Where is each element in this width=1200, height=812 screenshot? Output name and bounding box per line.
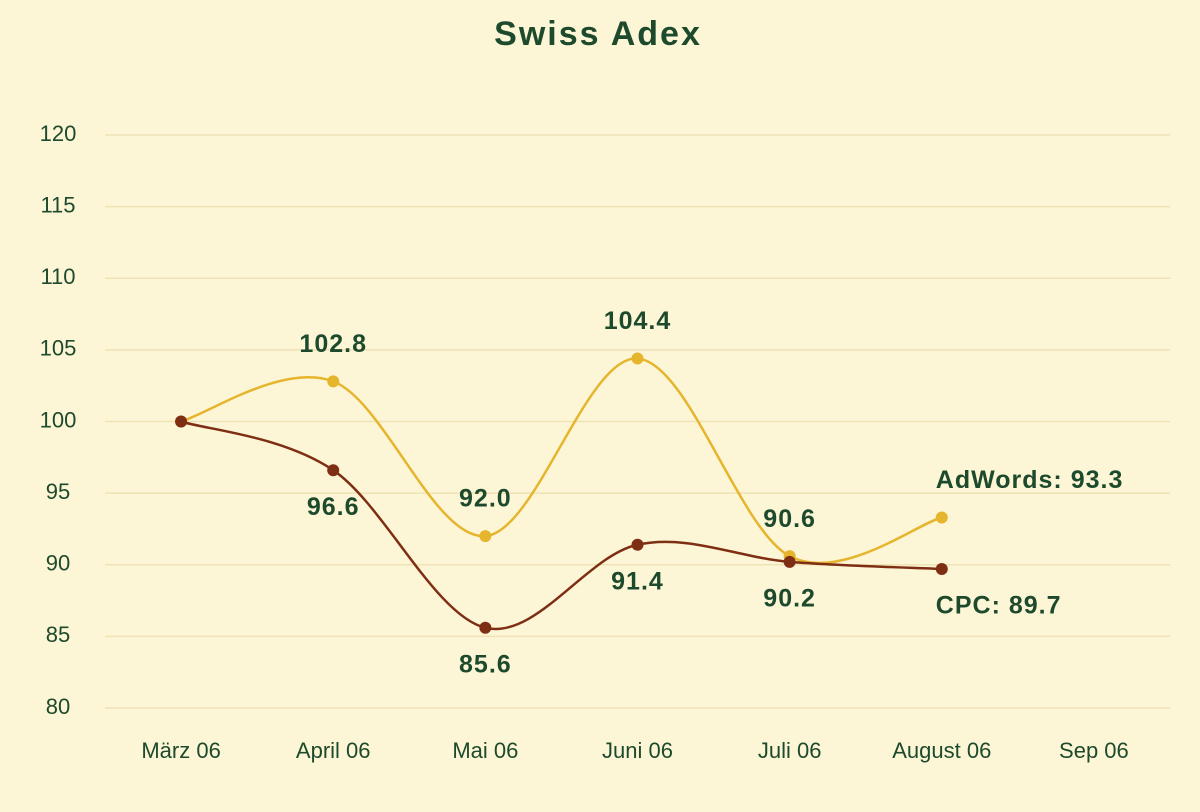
x-tick-label: Juli 06	[758, 738, 822, 763]
data-label: 90.6	[763, 505, 816, 533]
x-tick-label: April 06	[296, 738, 371, 763]
x-tick-label: Mai 06	[452, 738, 518, 763]
data-point	[631, 538, 644, 551]
data-label: 102.8	[299, 330, 367, 358]
data-label: 85.6	[459, 650, 512, 678]
data-label: 90.2	[763, 584, 816, 612]
series-line	[180, 420, 942, 631]
y-tick-label: 115	[40, 192, 75, 217]
y-tick-label: 100	[40, 407, 77, 432]
x-tick-label: August 06	[892, 738, 991, 763]
data-label: 104.4	[604, 307, 672, 335]
data-point	[631, 352, 644, 365]
y-tick-label: 95	[46, 479, 70, 504]
x-tick-label: Sep 06	[1059, 738, 1129, 763]
data-point	[175, 415, 188, 428]
data-point	[479, 621, 492, 634]
y-tick-label: 85	[46, 622, 70, 647]
data-label: 91.4	[611, 567, 664, 595]
data-point	[327, 375, 340, 388]
data-point	[935, 511, 948, 524]
data-point	[479, 530, 492, 543]
data-label: 96.6	[307, 493, 360, 521]
chart-title: Swiss Adex	[494, 15, 702, 53]
data-label: CPC: 89.7	[936, 592, 1062, 620]
data-point	[935, 563, 948, 576]
y-tick-label: 80	[46, 694, 70, 719]
data-label: AdWords: 93.3	[936, 466, 1124, 494]
y-tick-label: 105	[40, 336, 77, 361]
series-line	[180, 357, 943, 565]
data-point	[327, 464, 340, 477]
x-tick-label: März 06	[141, 738, 220, 763]
data-point	[783, 555, 796, 568]
y-tick-label: 120	[40, 121, 77, 146]
data-label: 92.0	[459, 485, 512, 513]
y-tick-label: 110	[40, 264, 75, 289]
y-tick-label: 90	[46, 551, 70, 576]
x-tick-label: Juni 06	[602, 738, 673, 763]
